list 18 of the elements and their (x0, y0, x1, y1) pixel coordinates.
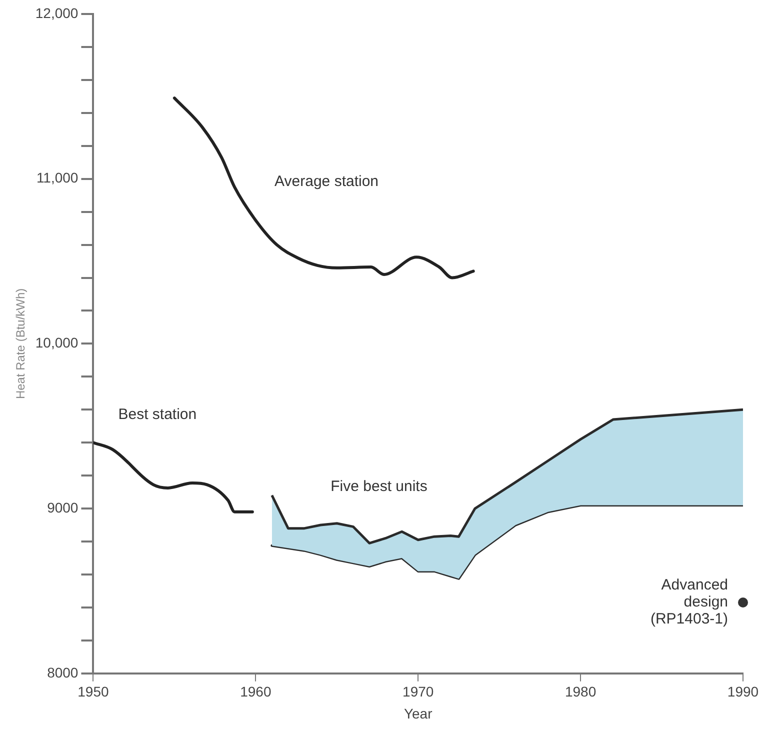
x-axis-title: Year (404, 705, 433, 722)
y-tick-label: 10,000 (35, 334, 78, 351)
y-tick-label: 12,000 (35, 4, 78, 21)
line-series (93, 441, 254, 514)
series-label: Best station (118, 406, 197, 423)
x-tick-label: 1990 (727, 684, 759, 700)
series-label: Five best units (330, 478, 428, 496)
x-tick-label: 1980 (564, 684, 596, 700)
y-tick-label: 9000 (47, 499, 78, 516)
x-tick-label: 1970 (402, 684, 434, 700)
x-tick-label: 1960 (240, 684, 272, 700)
line-series (172, 96, 475, 280)
y-tick-label: 8000 (47, 664, 78, 680)
y-tick-label: 11,000 (36, 170, 78, 186)
text: Average station (274, 173, 379, 190)
y-axis-title: Heat Rate (Btu/kWh) (14, 288, 28, 400)
x-tick-label: 1950 (78, 684, 109, 700)
series-label: Advanced design (RP1403-1) (650, 576, 728, 628)
